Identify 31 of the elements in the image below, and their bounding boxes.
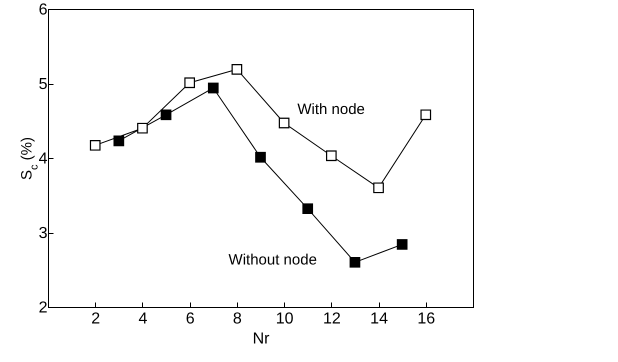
y-tick-label: 4 bbox=[38, 150, 48, 168]
point bbox=[232, 64, 242, 75]
x-axis-title: Nr bbox=[252, 330, 270, 348]
x-tick-label: 14 bbox=[370, 310, 388, 328]
y-tick-label: 3 bbox=[38, 225, 48, 242]
x-tick-label: 12 bbox=[322, 310, 341, 328]
point bbox=[420, 109, 432, 120]
y-tick-label: 6 bbox=[38, 2, 48, 18]
point bbox=[373, 182, 384, 194]
x-tick-label: 10 bbox=[276, 310, 294, 328]
point bbox=[396, 239, 408, 250]
series-label: With node bbox=[297, 100, 365, 118]
point bbox=[137, 122, 148, 134]
point bbox=[350, 256, 360, 268]
point bbox=[90, 140, 101, 151]
y-tick-label: 5 bbox=[38, 76, 48, 93]
y-tick-label: 2 bbox=[38, 300, 48, 316]
point bbox=[113, 136, 124, 146]
point bbox=[302, 203, 314, 214]
point bbox=[278, 118, 290, 128]
series-label: Without node bbox=[228, 252, 317, 269]
x-tick-label: 4 bbox=[138, 310, 148, 328]
x-tick-label: 16 bbox=[417, 310, 436, 328]
point bbox=[255, 152, 266, 163]
x-tick-label: 8 bbox=[232, 310, 242, 328]
x-tick-label: 2 bbox=[91, 310, 100, 328]
point bbox=[160, 109, 172, 120]
x-tick-label: 6 bbox=[186, 310, 195, 328]
point bbox=[184, 77, 196, 88]
point bbox=[208, 82, 219, 94]
point bbox=[326, 150, 337, 162]
